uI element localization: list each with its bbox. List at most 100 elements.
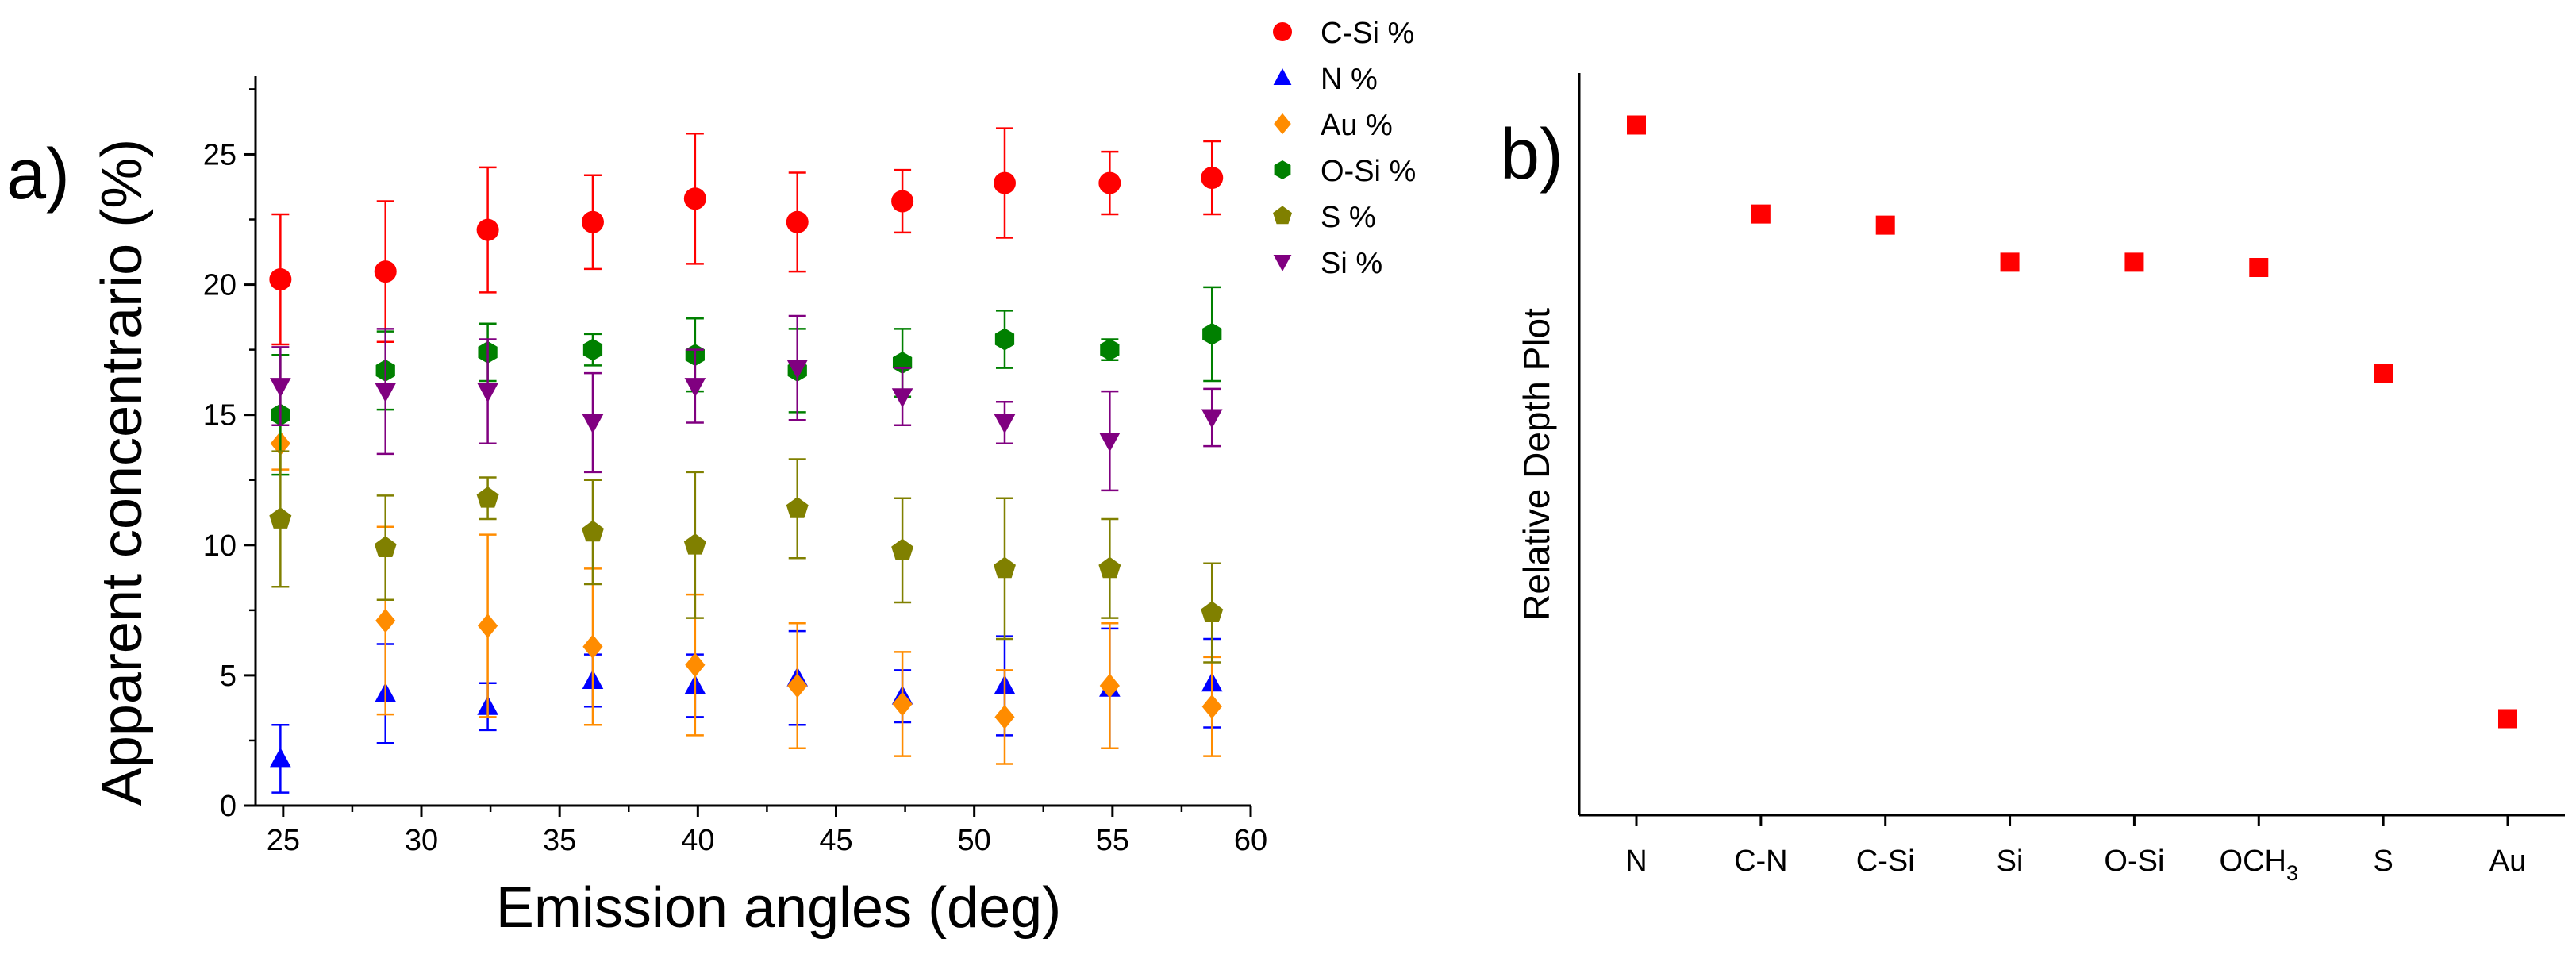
legend-label: Au % [1321, 109, 1393, 142]
x-tick-label: OCH3 [2220, 845, 2298, 885]
data-point [476, 487, 499, 508]
x-tick-label: 45 [819, 824, 852, 857]
data-point [2249, 257, 2269, 277]
data-point [477, 383, 498, 403]
x-tick-label: S [2373, 845, 2393, 878]
panel-b-data-marks [1627, 115, 2517, 729]
data-point [891, 538, 914, 560]
y-tick-label: 0 [220, 790, 236, 823]
x-tick-label: N [1625, 845, 1647, 878]
y-tick-label: 25 [203, 138, 236, 171]
data-point [1201, 167, 1224, 190]
panel-b-axes [1578, 73, 2565, 817]
x-tick-label: 35 [543, 824, 576, 857]
data-point [582, 634, 603, 660]
panel-b: b) Relative Depth Plot N C-N C-Si Si O-Si OCH… [1500, 73, 2565, 885]
data-point [2124, 252, 2144, 272]
data-point [374, 260, 397, 283]
data-point [476, 218, 499, 241]
legend-marker [1274, 113, 1291, 135]
data-point [1202, 322, 1222, 345]
data-point [1751, 204, 1771, 224]
data-point [891, 190, 914, 213]
data-point [786, 360, 809, 379]
data-point [581, 520, 604, 542]
data-point [582, 414, 604, 434]
panel-b-y-axis-title: Relative Depth Plot [1516, 308, 1557, 621]
x-tick-label: 30 [405, 824, 438, 857]
data-point [994, 705, 1015, 729]
data-point [683, 187, 706, 210]
data-point [993, 171, 1016, 194]
panel-a-data-marks [269, 127, 1224, 794]
data-point [270, 747, 291, 768]
panel-a-label: a) [6, 135, 70, 214]
y-tick-label: 15 [203, 399, 236, 433]
legend-marker [1273, 22, 1292, 41]
data-point [891, 388, 913, 408]
legend-marker [1274, 160, 1291, 179]
panel-b-ticks: N C-N C-Si Si O-Si OCH3 S Au [1625, 815, 2526, 885]
data-point [269, 268, 292, 291]
data-point [683, 533, 706, 555]
data-point [1201, 409, 1223, 429]
x-tick-label: Au [2489, 845, 2526, 878]
data-point [994, 328, 1015, 351]
data-point [582, 338, 603, 361]
y-tick-label: 10 [203, 529, 236, 563]
panel-a: a) Apparent concentrario (%) Emission an… [6, 17, 1416, 940]
data-point [375, 383, 397, 403]
data-point [2498, 709, 2517, 729]
data-point [994, 556, 1016, 579]
data-point [786, 210, 809, 233]
data-point [2000, 252, 2020, 272]
x-tick-label: 50 [958, 824, 991, 857]
x-tick-label: O-Si [2104, 845, 2164, 878]
data-point [478, 614, 498, 638]
data-point [1098, 556, 1121, 579]
legend-label: O-Si % [1321, 155, 1416, 188]
data-point [2374, 364, 2393, 383]
legend-label: N % [1321, 63, 1378, 96]
data-point [1099, 433, 1121, 452]
legend-marker [1273, 68, 1292, 85]
legend-label: S % [1321, 201, 1376, 234]
data-point [1100, 338, 1120, 361]
data-point [270, 378, 291, 398]
panel-a-y-axis-title: Apparent concentrario (%) [90, 139, 154, 806]
data-point [787, 673, 808, 698]
data-point [1099, 673, 1120, 698]
data-point [684, 378, 706, 398]
data-point [786, 497, 809, 518]
legend-marker [1273, 206, 1292, 225]
data-point [1098, 171, 1121, 194]
x-tick-label: C-N [1734, 845, 1788, 878]
legend-label: C-Si % [1321, 17, 1414, 50]
panel-a-legend: C-Si % N % Au % O-Si % S % Si % [1273, 17, 1416, 280]
data-point [581, 210, 604, 233]
panel-b-label: b) [1500, 115, 1563, 194]
panel-a-ticks: 25 30 35 40 45 50 55 60 0 5 10 15 20 25 [203, 88, 1267, 857]
y-tick-label: 5 [220, 660, 236, 693]
x-tick-label: 60 [1234, 824, 1267, 857]
legend-label: Si % [1321, 247, 1382, 280]
data-point [994, 414, 1016, 434]
x-tick-label: 40 [681, 824, 714, 857]
x-tick-label: 55 [1096, 824, 1129, 857]
legend-marker [1273, 255, 1292, 271]
x-tick-label: Si [1997, 845, 2024, 878]
data-point [374, 536, 397, 557]
x-tick-label: 25 [267, 824, 300, 857]
data-point [1627, 115, 1646, 135]
y-tick-label: 20 [203, 269, 236, 302]
data-point [1201, 694, 1222, 719]
data-point [269, 507, 292, 529]
data-point [1201, 601, 1224, 623]
data-point [375, 608, 396, 633]
data-point [685, 652, 706, 678]
panel-a-x-axis-title: Emission angles (deg) [496, 876, 1061, 940]
data-point [1875, 215, 1895, 235]
x-tick-label: C-Si [1856, 845, 1915, 878]
data-point [892, 691, 913, 717]
